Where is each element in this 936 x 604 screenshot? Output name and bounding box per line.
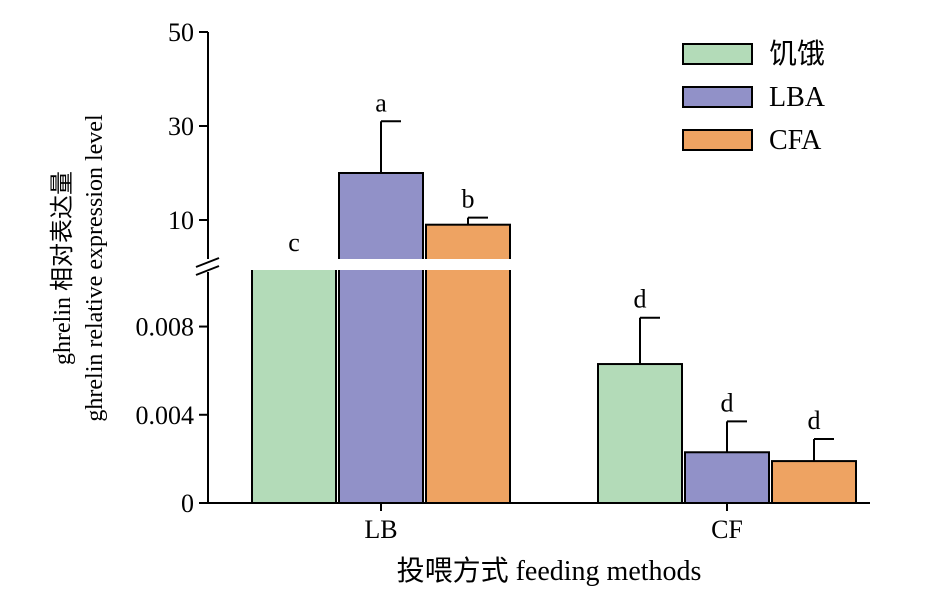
bar-cf-series-1 — [684, 451, 770, 504]
bar-cf-series-2 — [771, 460, 857, 504]
x-axis-label: 投喂方式 feeding methods — [397, 555, 702, 587]
x-tick-label-lb: LB — [364, 515, 397, 544]
significance-label-lb-series-2: b — [462, 185, 475, 214]
y-axis-label-line-1: ghrelin 相对表达量 — [49, 171, 76, 365]
y-tick-label-upper-50: 50 — [168, 18, 194, 47]
significance-label-cf-series-0: d — [634, 285, 647, 314]
y-tick-label-lower-0: 0 — [181, 489, 194, 518]
significance-label-lb-series-0: c — [288, 228, 300, 257]
bars-layer: c a b d d d — [251, 88, 857, 504]
legend-label-0: 饥饿 — [769, 38, 825, 70]
x-tick-label-cf: CF — [711, 515, 743, 544]
bar-lb-series-2 — [425, 223, 511, 504]
axis-break-mark-2 — [195, 265, 220, 276]
legend-label-1: LBA — [769, 82, 826, 113]
legend-label-2: CFA — [769, 125, 822, 156]
bar-lb-series-1 — [338, 172, 424, 504]
y-tick-label-lower-0.004: 0.004 — [136, 401, 195, 430]
y-tick-label-upper-30: 30 — [168, 112, 194, 141]
labels-layer: 投喂方式 feeding methods ghrelin 相对表达量 ghrel… — [49, 114, 701, 587]
bar-lb-series-0 — [251, 261, 337, 504]
y-axis-label-line-2: ghrelin relative expression level — [82, 114, 108, 422]
legend: 饥饿 LBA CFA — [682, 38, 826, 156]
legend-swatch-1 — [682, 86, 753, 108]
significance-label-lb-series-1: a — [375, 88, 387, 117]
axes-layer — [190, 32, 870, 504]
significance-label-cf-series-1: d — [721, 388, 734, 417]
significance-label-cf-series-2: d — [808, 406, 821, 435]
legend-swatch-0 — [682, 43, 753, 65]
y-tick-label-lower-0.008: 0.008 — [136, 313, 195, 342]
bar-cf-series-0 — [597, 363, 683, 504]
axis-break-gap — [190, 259, 525, 270]
axis-break-mark-1 — [195, 257, 220, 268]
legend-swatch-2 — [682, 129, 753, 151]
ticks-layer: LB CF 10 30 50 0 0.004 0.008 — [136, 18, 743, 544]
y-tick-label-upper-10: 10 — [168, 206, 194, 235]
